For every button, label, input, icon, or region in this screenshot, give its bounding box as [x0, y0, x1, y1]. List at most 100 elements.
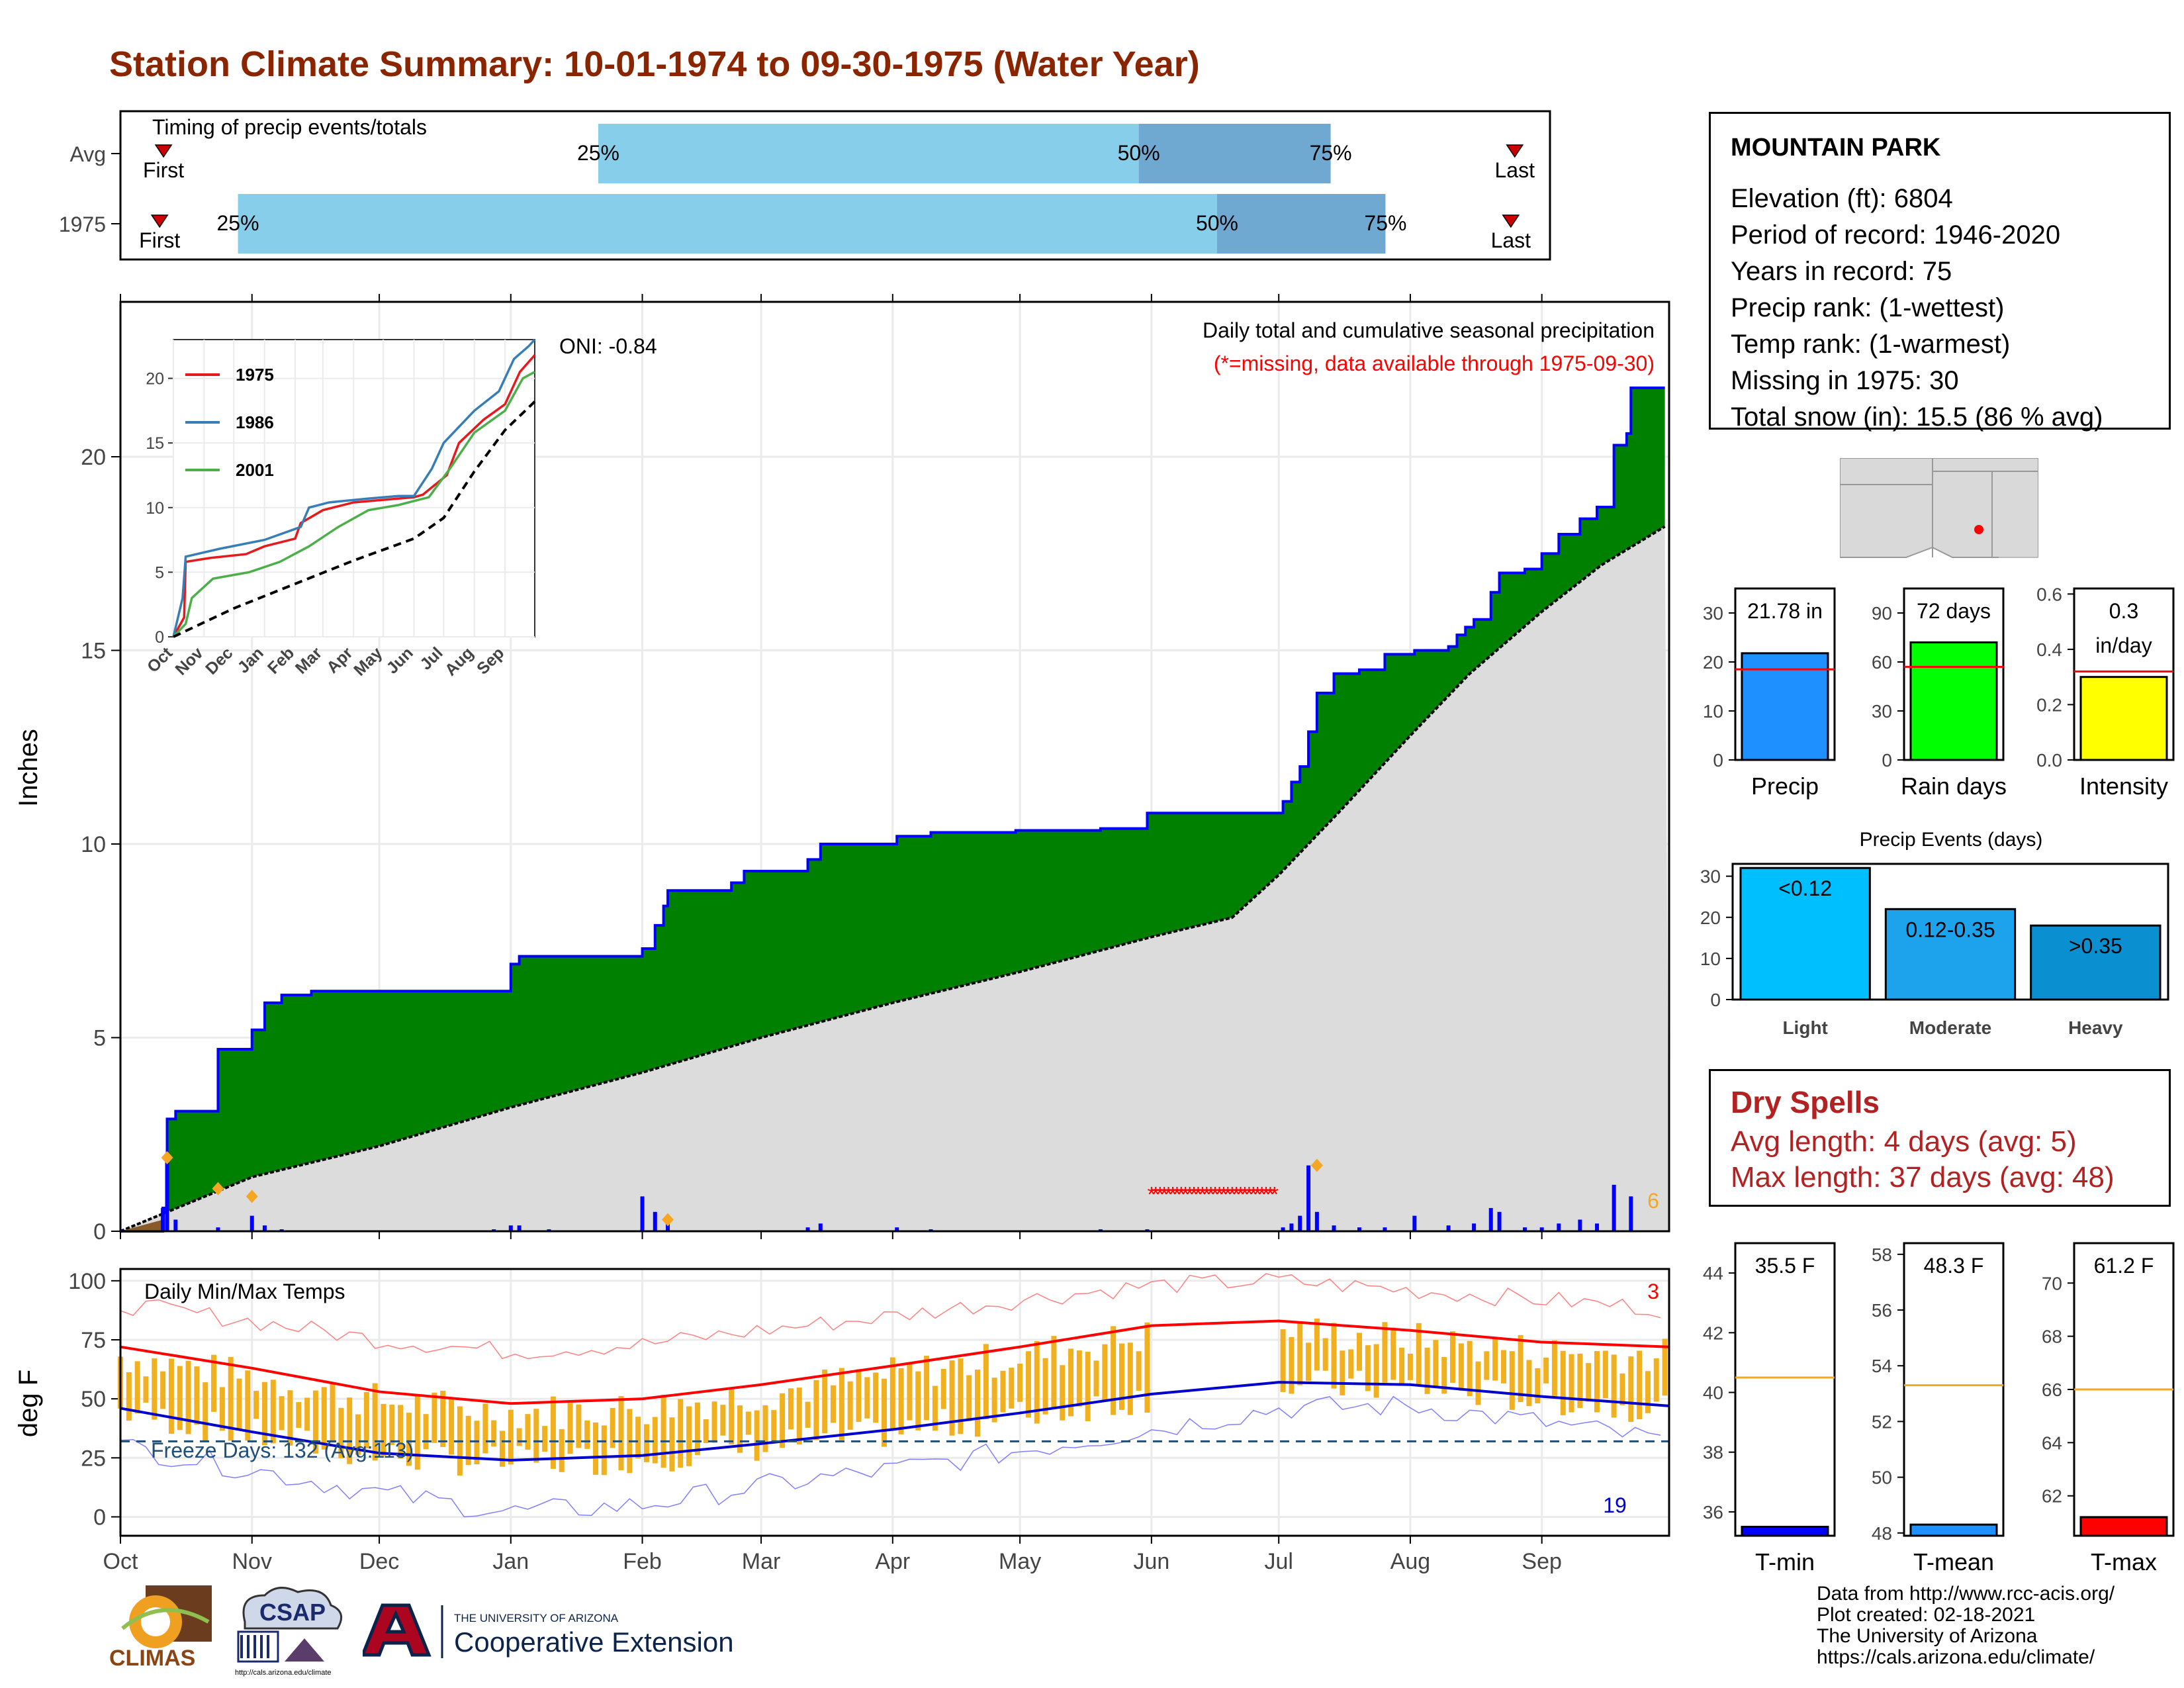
- temp-daily-range-bar: [1645, 1371, 1651, 1413]
- temp-xtick-label: May: [999, 1549, 1041, 1574]
- temp-daily-range-bar: [508, 1409, 514, 1465]
- rain-days-label: Rain days: [1901, 773, 2007, 800]
- precip-missing-asterisk: *: [1228, 1183, 1236, 1207]
- precip-daily-bar: [517, 1225, 522, 1231]
- intensity-ytick-label: 0.2: [2036, 694, 2062, 715]
- temp-daily-range-bar: [660, 1395, 666, 1468]
- temp-daily-range-bar: [1543, 1357, 1549, 1383]
- temp-daily-range-bar: [287, 1390, 293, 1446]
- oni-label: ONI: -0.84: [559, 334, 657, 358]
- temp-xtick-label: Feb: [623, 1549, 662, 1574]
- precip-daily-bar: [895, 1227, 899, 1231]
- temp-daily-range-bar: [1085, 1352, 1091, 1421]
- precip-daily-bar: [1557, 1223, 1561, 1231]
- temp-max-ytick-label: 64: [2042, 1432, 2062, 1453]
- temp-daily-range-bar: [253, 1391, 259, 1419]
- temp-daily-range-bar: [847, 1381, 853, 1430]
- timing-bar-25-50-Avg: [598, 124, 1139, 183]
- temp-daily-range-bar: [1500, 1350, 1506, 1383]
- temp-xtick-label: Jul: [1264, 1549, 1293, 1574]
- inset-ytick-label: 10: [146, 499, 164, 518]
- temp-daily-range-bar: [499, 1430, 505, 1467]
- csap-wordmark: CSAP: [259, 1599, 326, 1626]
- precip-snow-marker: [161, 1150, 173, 1164]
- temp-xtick-label: Jun: [1133, 1549, 1169, 1574]
- precip-subtitle: (*=missing, data available through 1975-…: [1214, 352, 1655, 375]
- temp-daily-range-bar: [1340, 1350, 1345, 1395]
- precip-total-ytick-label: 0: [1713, 750, 1723, 771]
- temp-daily-range-bar: [219, 1387, 225, 1431]
- temp-daily-range-bar: [805, 1401, 811, 1428]
- temp-daily-range-bar: [694, 1402, 700, 1456]
- temp-daily-range-bar: [839, 1368, 844, 1440]
- temp-daily-range-bar: [983, 1344, 989, 1420]
- temp-daily-range-bar: [771, 1410, 777, 1442]
- events-bar-light: [1739, 867, 1871, 1001]
- temp-daily-range-bar: [610, 1407, 615, 1448]
- precip-missing-asterisk: *: [1206, 1183, 1214, 1207]
- climas-logo: CLIMAS: [109, 1585, 212, 1671]
- precip-daily-bar: [1472, 1223, 1477, 1231]
- temp-min-ytick-label: 38: [1703, 1442, 1723, 1463]
- temp-daily-range-bar: [550, 1396, 556, 1469]
- temp-daily-range-bar: [1076, 1350, 1082, 1407]
- precip-total-bar: [1741, 652, 1829, 761]
- temp-ytick-label: 25: [81, 1446, 106, 1471]
- events-title: Precip Events (days): [1860, 829, 2043, 851]
- temp-daily-range-bar: [389, 1404, 395, 1445]
- precip-missing-asterisk: *: [1190, 1183, 1198, 1207]
- temp-xtick-label: Jan: [492, 1549, 529, 1574]
- temp-daily-range-bar: [1348, 1349, 1354, 1379]
- inset-series-Avg: [173, 400, 536, 638]
- temp-daily-range-bar: [754, 1410, 760, 1461]
- intensity-value-label: in/day: [2095, 633, 2152, 657]
- temp-daily-range-bar: [296, 1402, 302, 1429]
- temp-daily-range-bar: [1637, 1350, 1643, 1420]
- temp-daily-range-bar: [601, 1425, 607, 1476]
- precip-daily-bar: [1446, 1225, 1451, 1231]
- temp-daily-range-bar: [1357, 1333, 1362, 1371]
- temp-daily-range-bar: [465, 1415, 471, 1466]
- temp-daily-range-bar: [669, 1417, 675, 1472]
- temp-mean-ytick-label: 58: [1872, 1244, 1892, 1265]
- temp-daily-range-bar: [635, 1417, 641, 1459]
- temp-daily-range-bar: [678, 1399, 684, 1468]
- precip-missing-asterisk: *: [1177, 1183, 1185, 1207]
- temp-daily-range-bar: [1586, 1363, 1592, 1402]
- temp-daily-range-bar: [1118, 1343, 1124, 1410]
- temp-daily-range-bar: [347, 1397, 353, 1464]
- intensity-value-label: 0.3: [2109, 599, 2138, 623]
- precip-panel-frame: [119, 301, 1670, 1233]
- temp-daily-range-bar: [516, 1428, 522, 1446]
- temp-daily-range-bar: [1458, 1343, 1464, 1391]
- intensity-ytick-label: 0.0: [2036, 750, 2062, 771]
- timing-first-marker: [154, 144, 173, 158]
- precip-missing-asterisk: *: [1236, 1183, 1244, 1207]
- precip-total-ytick-label: 20: [1703, 652, 1723, 673]
- temp-daily-range-bar: [1399, 1347, 1405, 1384]
- temp-daily-range-bar: [1034, 1340, 1040, 1424]
- temp-daily-range-bar: [991, 1378, 997, 1423]
- dry-spells-title: Dry Spells: [1731, 1085, 1880, 1119]
- temp-xtick-label: Apr: [875, 1549, 910, 1574]
- dry-spells-avg: Avg length: 4 days (avg: 5): [1731, 1125, 2077, 1158]
- temp-max-ytick-label: 68: [2042, 1327, 2062, 1347]
- timing-pct-75: 75%: [1364, 211, 1406, 235]
- timing-row-label-1975: 1975: [59, 212, 106, 236]
- temp-daily-range-bar: [381, 1403, 387, 1456]
- credit-plot-created: Plot created: 02-18-2021: [1817, 1604, 2036, 1626]
- temp-daily-range-bar: [1602, 1350, 1608, 1399]
- events-bar-label: <0.12: [1778, 876, 1832, 900]
- temp-daily-range-bar: [1475, 1361, 1481, 1405]
- credit-data-source: Data from http://www.rcc-acis.org/: [1817, 1583, 2115, 1605]
- temp-daily-range-bar: [1111, 1326, 1116, 1415]
- temp-daily-range-bar: [1297, 1323, 1303, 1385]
- temp-daily-range-bar: [889, 1357, 895, 1430]
- station-years: Years in record: 75: [1731, 257, 1952, 286]
- temp-daily-range-bar: [822, 1370, 828, 1434]
- temp-mean-ytick-label: 56: [1872, 1300, 1892, 1321]
- temp-daily-range-bar: [1450, 1331, 1456, 1383]
- temp-daily-range-bar: [703, 1419, 709, 1443]
- temp-daily-range-bar: [372, 1383, 378, 1461]
- temp-ytick-label: 100: [68, 1269, 106, 1294]
